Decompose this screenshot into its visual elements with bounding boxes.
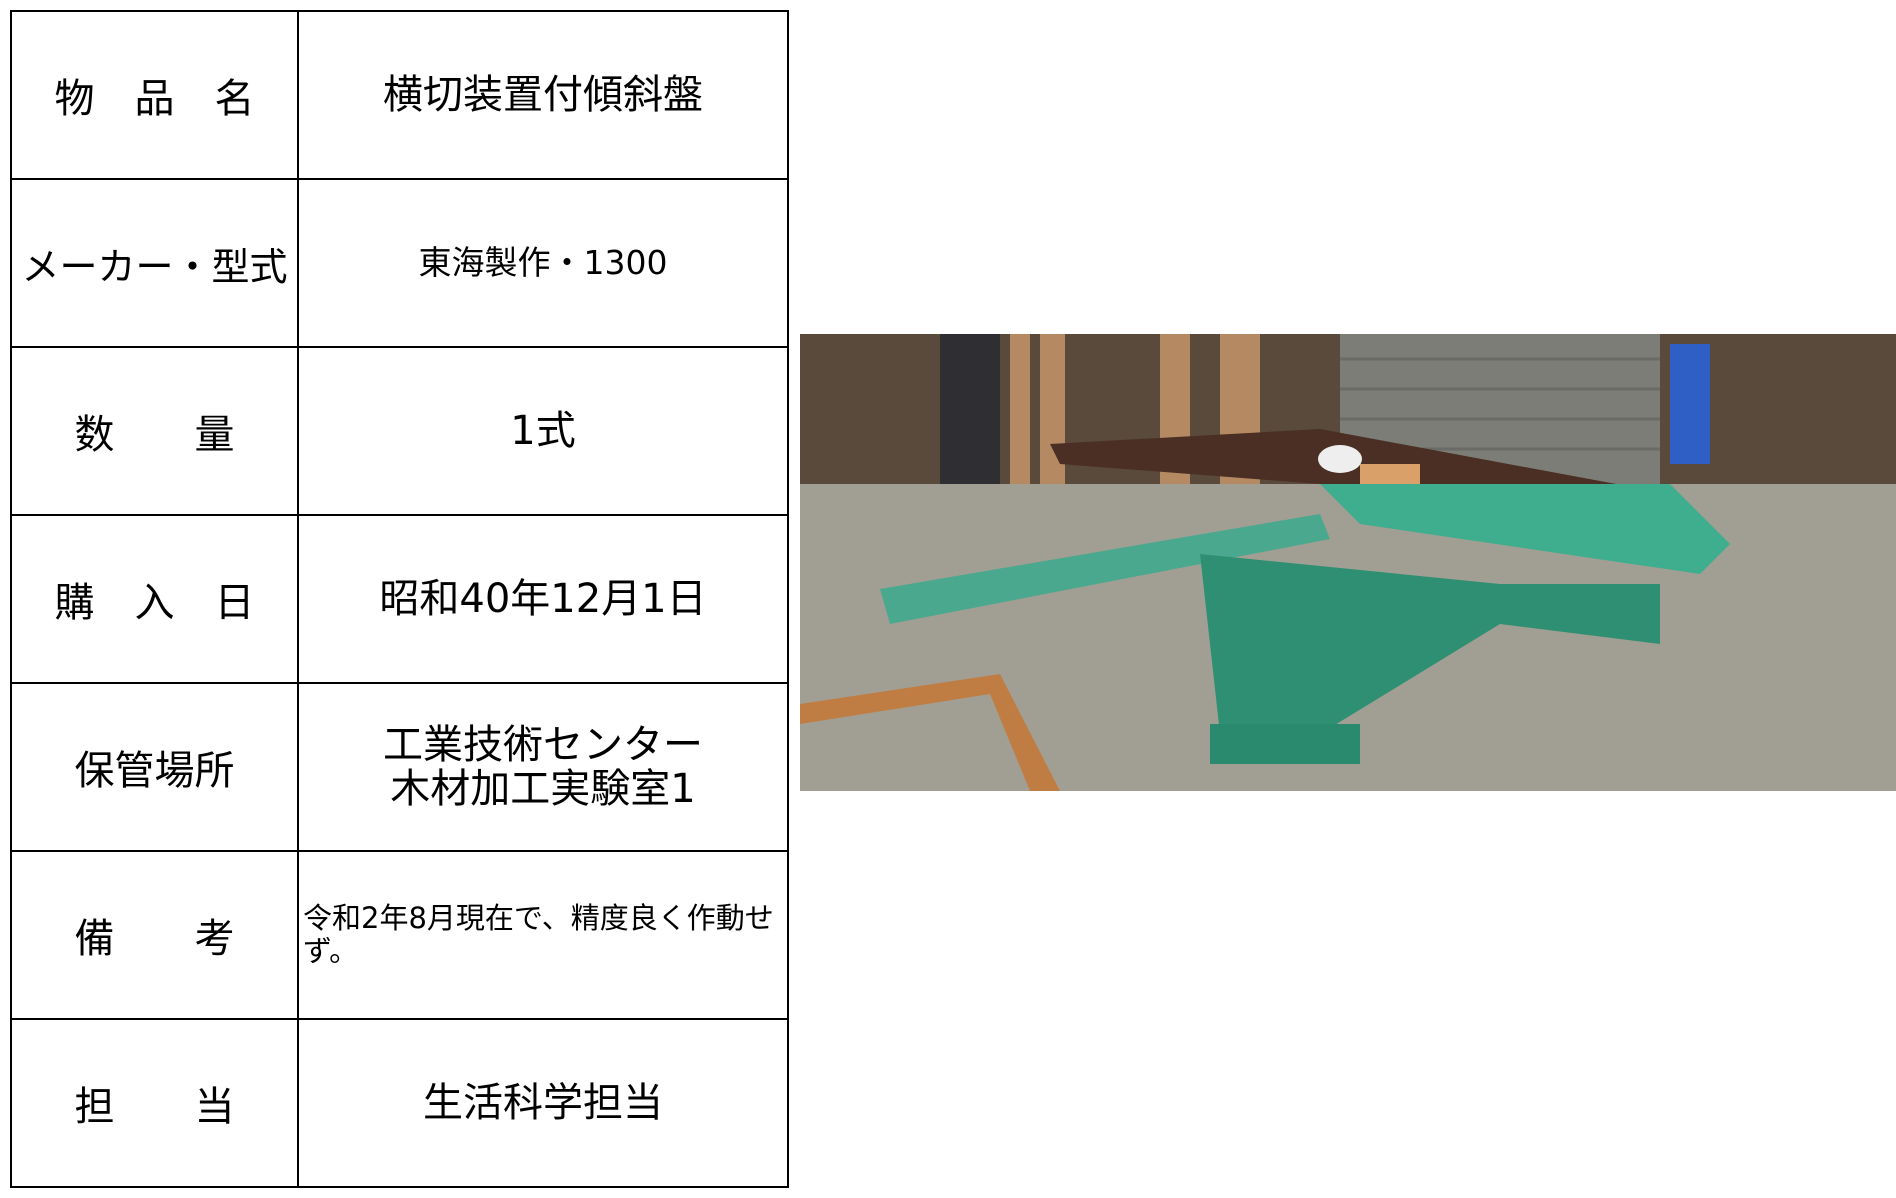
table-row: 物 品 名横切装置付傾斜盤 [10, 10, 789, 180]
row-label: メーカー・型式 [10, 178, 299, 348]
row-value: 令和2年8月現在で、精度良く作動せず。 [297, 850, 789, 1020]
table-row: 購 入 日昭和40年12月1日 [10, 514, 789, 684]
info-table: 物 品 名横切装置付傾斜盤 メーカー・型式 東海製作・1300 数 量 1式購 入 日昭… [10, 10, 789, 1188]
row-value: 1式 [297, 346, 789, 516]
row-value: 横切装置付傾斜盤 [297, 10, 789, 180]
row-value: 昭和40年12月1日 [297, 514, 789, 684]
row-value: 生活科学担当 [297, 1018, 789, 1188]
row-value: 東海製作・1300 [297, 178, 789, 348]
table-row: 担 当生活科学担当 [10, 1018, 789, 1188]
row-label: 数 量 [10, 346, 299, 516]
table-row: 数 量 1式 [10, 346, 789, 516]
row-value: 工業技術センター 木材加工実験室1 [297, 682, 789, 852]
machine-photo [800, 334, 1896, 791]
row-label: 購 入 日 [10, 514, 299, 684]
row-label: 担 当 [10, 1018, 299, 1188]
row-label: 備 考 [10, 850, 299, 1020]
table-row: 備 考令和2年8月現在で、精度良く作動せず。 [10, 850, 789, 1020]
row-label: 物 品 名 [10, 10, 299, 180]
table-row: メーカー・型式 東海製作・1300 [10, 178, 789, 348]
table-row: 保管場所 工業技術センター 木材加工実験室1 [10, 682, 789, 852]
row-label: 保管場所 [10, 682, 299, 852]
